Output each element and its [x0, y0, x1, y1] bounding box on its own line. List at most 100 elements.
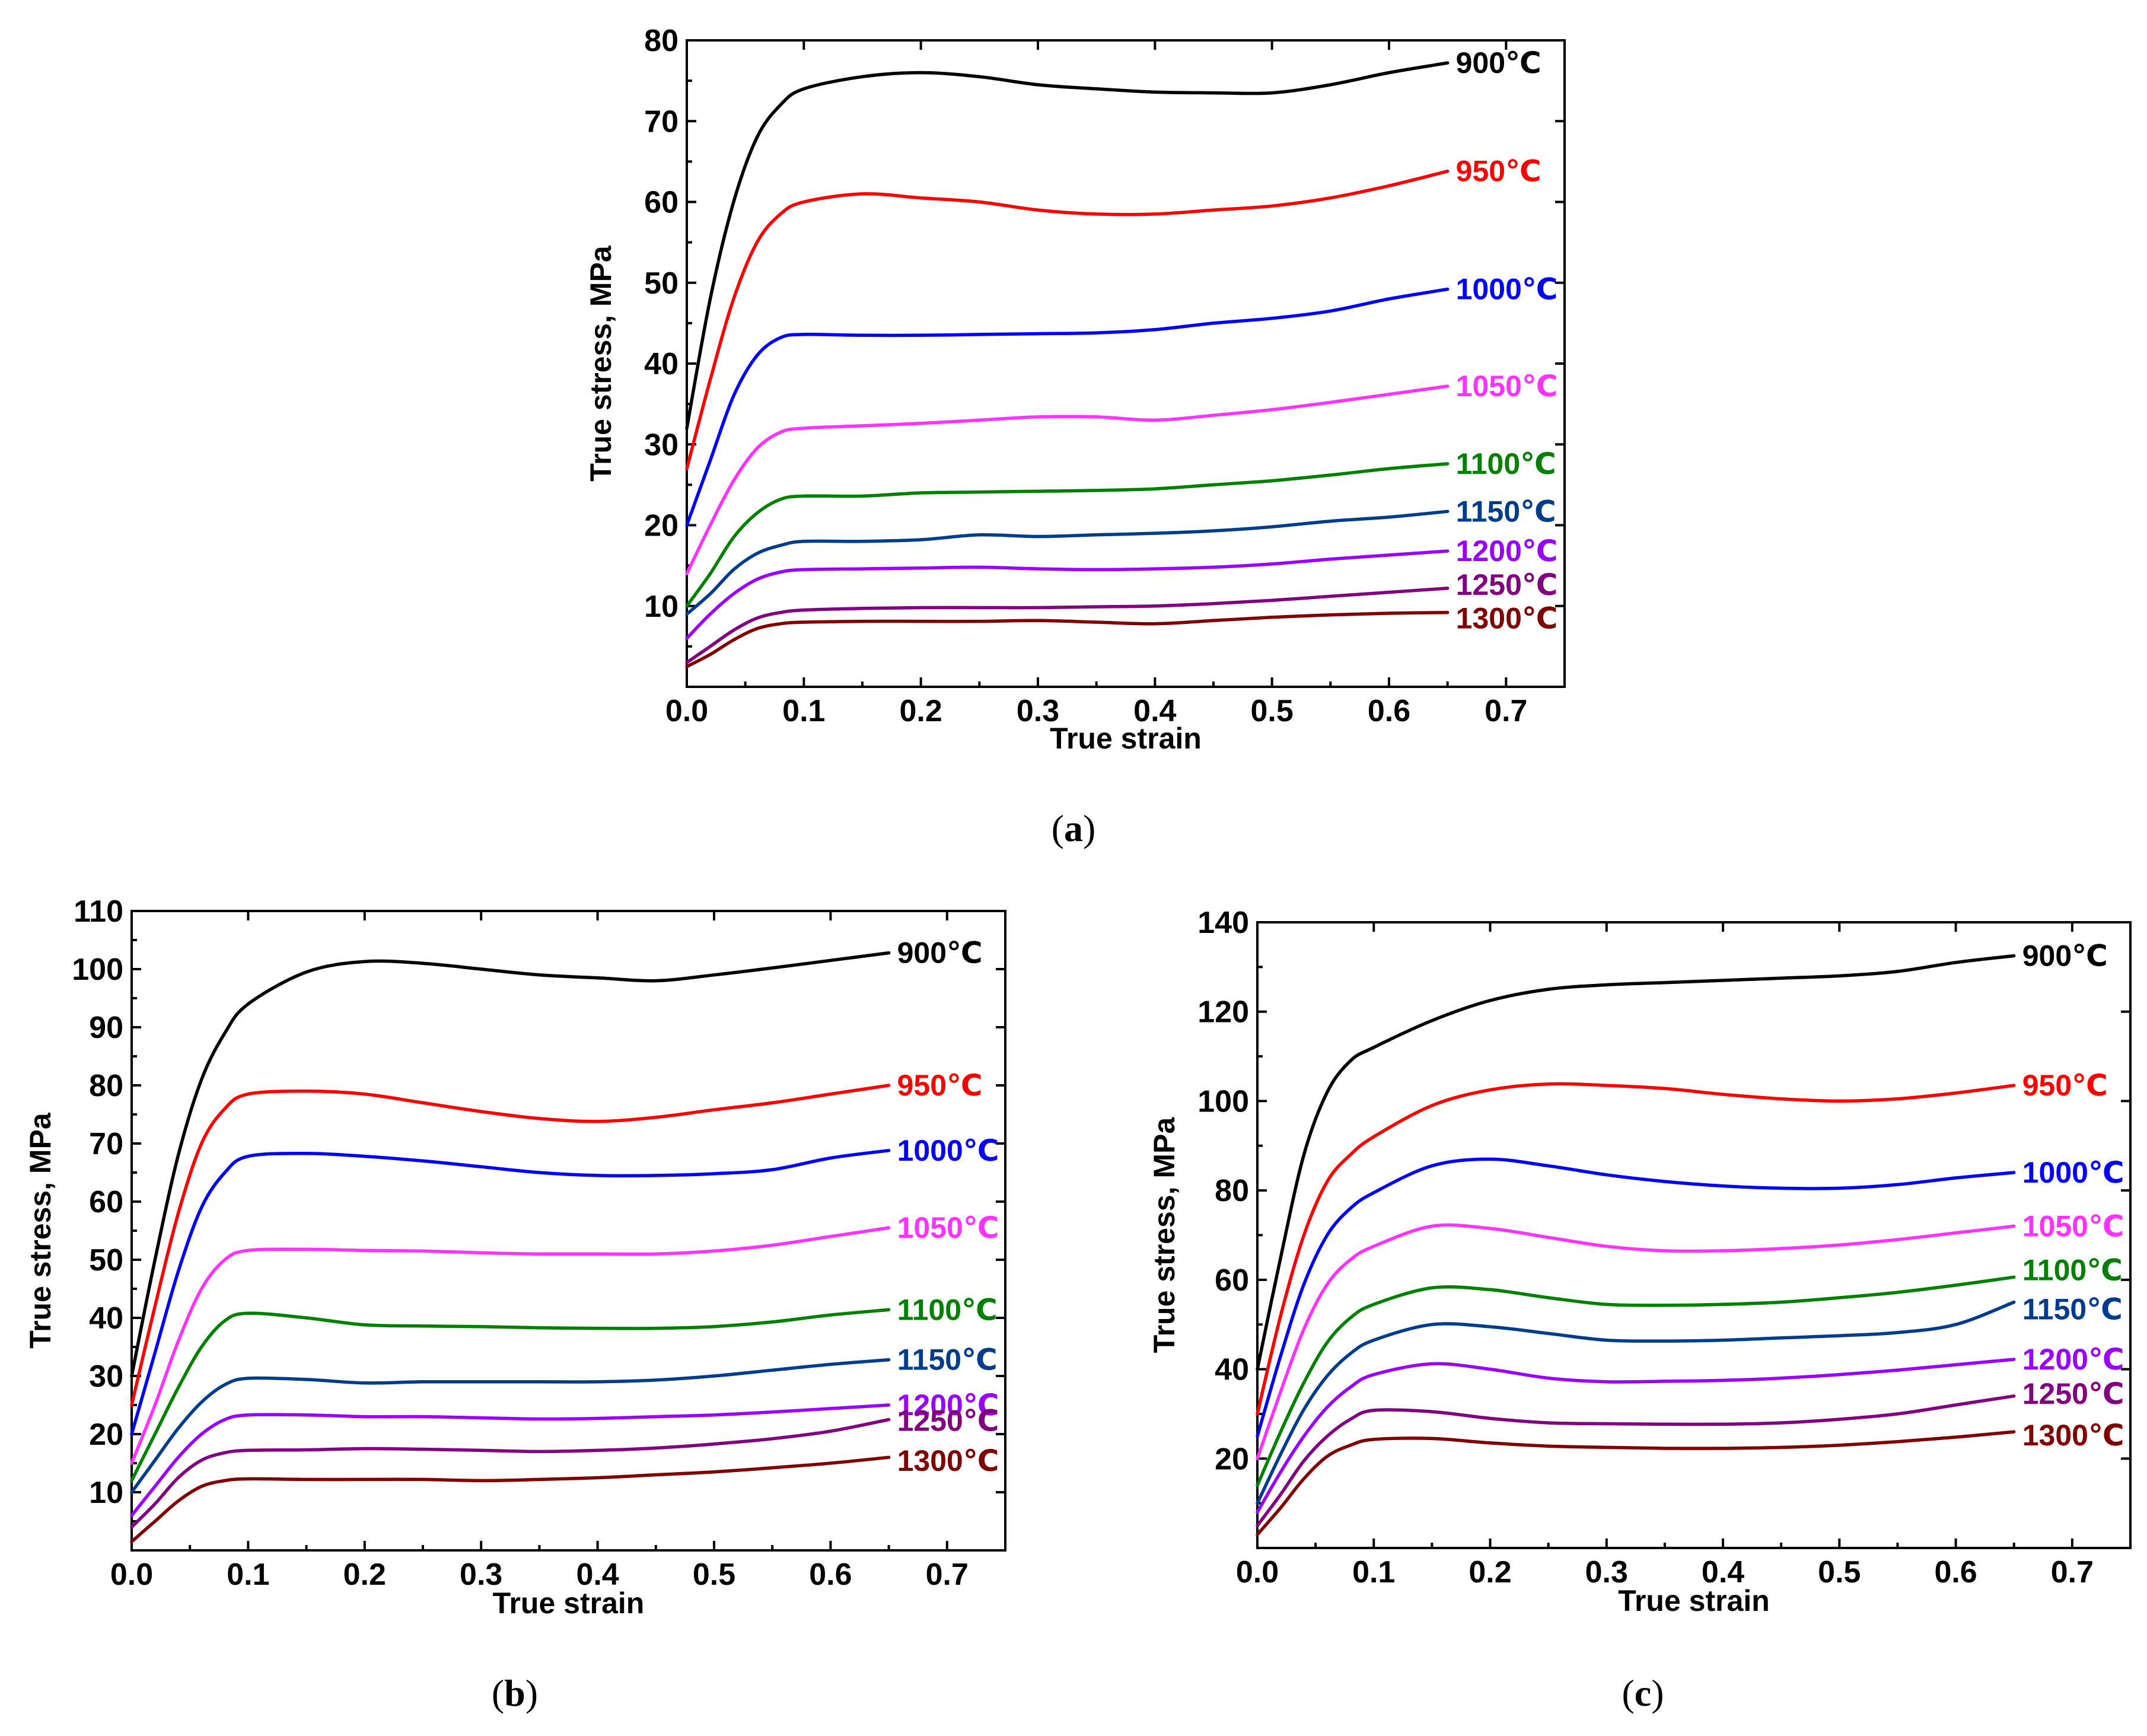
series-label: 1000℃ — [897, 1134, 999, 1167]
series-line-900 — [685, 61, 1450, 430]
caption-open: ( — [492, 1672, 504, 1714]
y-tick-label: 40 — [89, 1301, 123, 1336]
caption-letter: c — [1635, 1672, 1651, 1714]
series-label: 1200℃ — [897, 1388, 999, 1422]
x-tick-label: 0.3 — [1017, 694, 1059, 728]
y-tick-label: 60 — [1215, 1263, 1249, 1298]
y-tick-label: 140 — [1197, 906, 1249, 940]
x-tick-label: 0.5 — [693, 1557, 735, 1592]
series-label: 1000℃ — [1456, 273, 1558, 306]
series-label: 950℃ — [897, 1069, 983, 1102]
caption-open: ( — [1622, 1672, 1634, 1714]
x-tick-label: 0.1 — [227, 1557, 269, 1592]
x-tick-label: 0.7 — [926, 1557, 969, 1592]
y-tick-label: 80 — [644, 24, 678, 58]
series-label: 1300℃ — [897, 1444, 999, 1477]
x-tick-label: 0.6 — [809, 1557, 852, 1592]
y-tick-label: 100 — [72, 953, 123, 987]
y-tick-label: 90 — [89, 1011, 123, 1045]
caption-close: ) — [525, 1672, 538, 1714]
x-tick-label: 0.7 — [1485, 694, 1527, 728]
series-label: 1050℃ — [1456, 370, 1558, 403]
series-label: 1100℃ — [897, 1293, 998, 1326]
series-line-1100 — [1256, 1275, 2016, 1487]
series-label: 950℃ — [2022, 1069, 2108, 1102]
y-tick-label: 30 — [89, 1359, 123, 1394]
y-tick-label: 20 — [1215, 1442, 1249, 1476]
series-label: 1250℃ — [2022, 1377, 2124, 1410]
series-label: 1100℃ — [1456, 447, 1556, 480]
y-tick-label: 60 — [89, 1185, 123, 1219]
panel-caption: (c) — [1622, 1672, 1664, 1714]
y-tick-label: 10 — [89, 1476, 123, 1510]
caption-close: ) — [1083, 807, 1095, 849]
series-line-1300 — [1256, 1430, 2016, 1537]
x-tick-label: 0.4 — [1133, 694, 1176, 728]
y-tick-label: 80 — [1215, 1174, 1249, 1208]
x-tick-label: 0.1 — [1352, 1555, 1395, 1590]
x-tick-label: 0.0 — [1236, 1555, 1279, 1590]
y-tick-label: 40 — [1215, 1353, 1249, 1387]
series-line-1100 — [130, 1308, 891, 1483]
y-tick-label: 20 — [89, 1418, 123, 1452]
caption-letter: a — [1064, 807, 1083, 849]
series-label: 1150℃ — [897, 1343, 998, 1377]
x-tick-label: 0.0 — [665, 694, 708, 728]
y-tick-label: 50 — [89, 1243, 123, 1278]
y-tick-label: 100 — [1197, 1084, 1249, 1119]
series-line-1200 — [1256, 1358, 2016, 1514]
series-line-1250 — [685, 587, 1450, 664]
series-line-1150 — [1256, 1300, 2016, 1505]
series-label: 1050℃ — [897, 1211, 999, 1244]
series-label: 1250℃ — [1456, 568, 1558, 601]
series-line-950 — [1256, 1082, 2016, 1416]
series-label: 1150℃ — [2022, 1293, 2123, 1326]
y-tick-label: 10 — [644, 590, 678, 624]
series-line-1100 — [685, 462, 1450, 608]
y-tick-label: 60 — [644, 186, 678, 220]
x-tick-label: 0.4 — [1702, 1555, 1744, 1590]
series-line-1200 — [130, 1403, 891, 1517]
x-tick-label: 0.2 — [1469, 1555, 1511, 1590]
panel-b: 0.0 0.1 0.2 0.3 0.4 0.5 0.6 0.7 10 20 30 40 50 60 70 80… — [24, 894, 1006, 1714]
x-tick-label: 0.2 — [900, 694, 942, 728]
panel-caption: (b) — [492, 1672, 538, 1714]
series-label: 1250℃ — [897, 1404, 999, 1438]
series-label: 1000℃ — [2022, 1156, 2124, 1189]
x-tick-label: 0.3 — [460, 1557, 502, 1592]
series-line-900 — [130, 951, 891, 1378]
series-line-1300 — [685, 610, 1450, 668]
x-axis-title: True strain — [1050, 722, 1202, 755]
series-line-950 — [130, 1084, 891, 1407]
series-line-1000 — [130, 1149, 891, 1436]
y-axis-title: True stress, MPa — [24, 1112, 57, 1349]
series-line-1200 — [685, 549, 1450, 641]
x-tick-label: 0.6 — [1934, 1555, 1977, 1590]
series-label: 1300℃ — [2022, 1419, 2124, 1452]
plot-frame — [1256, 921, 2132, 1549]
x-tick-label: 0.1 — [782, 694, 825, 728]
caption-close: ) — [1651, 1672, 1664, 1714]
x-tick-label: 0.4 — [576, 1557, 619, 1592]
series-label: 900℃ — [1456, 46, 1541, 79]
x-axis-title: True strain — [1618, 1584, 1770, 1617]
caption-open: ( — [1052, 807, 1064, 849]
series-label: 1100℃ — [2022, 1253, 2123, 1286]
x-tick-label: 0.0 — [110, 1557, 153, 1592]
series-label: 1200℃ — [1456, 534, 1558, 568]
y-axis-title: True stress, MPa — [584, 245, 617, 482]
y-tick-label: 80 — [89, 1069, 123, 1103]
y-tick-label: 120 — [1197, 995, 1249, 1030]
panel-c: 0.0 0.1 0.2 0.3 0.4 0.5 0.6 0.7 20 40 60 80 100 120 14… — [1148, 906, 2132, 1714]
x-tick-label: 0.6 — [1368, 694, 1410, 728]
y-tick-label: 50 — [644, 266, 678, 301]
series-line-1000 — [1256, 1157, 2016, 1438]
series-label: 1150℃ — [1456, 495, 1556, 528]
series-label: 900℃ — [897, 937, 983, 970]
series-line-1050 — [130, 1226, 891, 1465]
series-label: 1200℃ — [2022, 1343, 2124, 1376]
series-line-1250 — [1256, 1394, 2016, 1528]
y-tick-label: 30 — [644, 428, 678, 462]
panel-a: 0.0 0.1 0.2 0.3 0.4 0.5 0.6 0.7 10 20 30 40 50 60 70 80… — [584, 24, 1566, 849]
